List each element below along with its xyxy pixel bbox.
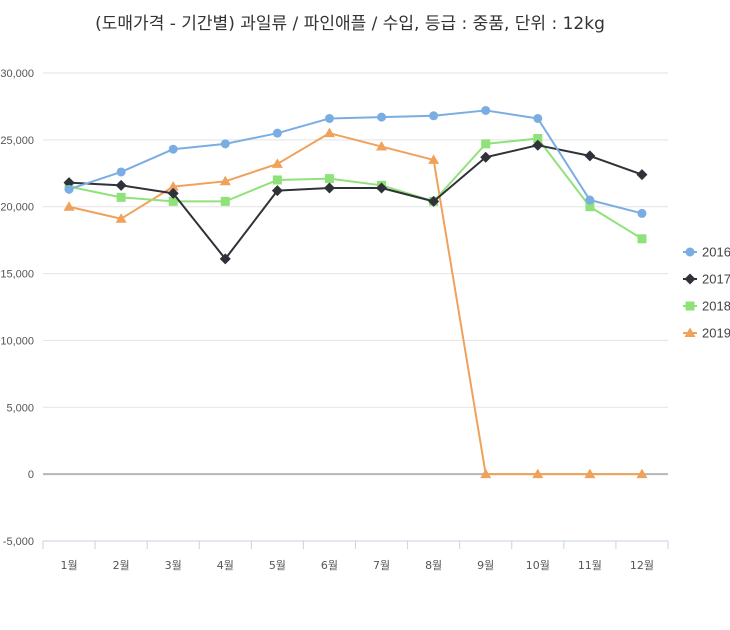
- data-point-2016: [533, 113, 543, 123]
- data-point-2018: [585, 202, 595, 212]
- data-point-2017: [584, 150, 596, 162]
- data-point-2019: [167, 181, 179, 191]
- data-point-2017: [480, 151, 492, 163]
- x-tick-label: 1월: [60, 559, 77, 572]
- x-tick-label: 4월: [217, 559, 234, 572]
- data-point-2019: [532, 468, 544, 479]
- grid-lines: [43, 72, 668, 542]
- y-tick-label: 25,000: [0, 135, 34, 147]
- x-tick-label: 12월: [630, 559, 654, 572]
- data-point-2016: [429, 111, 439, 121]
- series-line-2016: [68, 109, 643, 215]
- x-tick-label: 8월: [425, 559, 442, 572]
- data-point-2019: [636, 468, 648, 479]
- data-point-2019: [219, 175, 231, 186]
- x-tick-label: 11월: [578, 559, 602, 572]
- data-point-2019: [271, 158, 283, 168]
- data-point-2017: [376, 182, 388, 194]
- data-point-2017: [271, 185, 283, 197]
- data-point-2017: [63, 177, 75, 189]
- data-point-2018: [116, 192, 126, 202]
- series-group: [63, 105, 648, 479]
- legend: 2016 2017 2018 2019: [683, 245, 730, 341]
- data-point-2019: [480, 468, 492, 479]
- legend-label: 2018: [702, 299, 730, 314]
- legend-label: 2019: [702, 326, 730, 341]
- data-point-2017: [428, 195, 440, 207]
- data-point-2017: [167, 187, 179, 199]
- data-point-2016: [637, 208, 647, 218]
- data-point-2019: [376, 141, 388, 151]
- x-tick-label: 5월: [269, 559, 286, 572]
- data-point-2017: [323, 182, 335, 194]
- data-point-2018: [324, 174, 334, 184]
- legend-marker: [684, 327, 696, 337]
- series-line-2017: [68, 144, 643, 260]
- y-tick-label: 15,000: [0, 269, 34, 281]
- y-tick-label: 10,000: [0, 335, 34, 347]
- data-point-2016: [585, 195, 595, 205]
- data-point-2017: [636, 169, 648, 181]
- data-point-2016: [220, 139, 230, 149]
- y-tick-label: 5,000: [6, 402, 34, 414]
- data-point-2019: [115, 213, 127, 223]
- legend-item-2017[interactable]: 2017: [683, 272, 730, 287]
- data-point-2019: [63, 201, 75, 211]
- x-tick-label: 3월: [165, 559, 182, 572]
- data-point-2016: [377, 112, 387, 122]
- series-2019: [63, 127, 648, 479]
- data-point-2019: [584, 468, 596, 479]
- legend-marker: [685, 301, 695, 311]
- x-tick-label: 6월: [321, 559, 338, 572]
- legend-label: 2017: [702, 272, 730, 287]
- series-2016: [64, 105, 647, 218]
- data-point-2018: [272, 175, 282, 185]
- data-point-2019: [323, 127, 335, 138]
- data-point-2017: [532, 139, 544, 151]
- legend-label: 2016: [702, 245, 730, 260]
- legend-item-2018[interactable]: 2018: [683, 299, 730, 314]
- data-point-2019: [428, 154, 440, 164]
- y-axis-ticks: 30,000 25,000 20,000 15,000 10,000 5,000 0 -5,0…: [0, 68, 34, 548]
- data-point-2017: [219, 253, 231, 265]
- data-point-2016: [481, 105, 491, 115]
- x-tick-label: 10월: [526, 559, 550, 572]
- y-tick-label: 30,000: [0, 68, 34, 80]
- legend-item-2019[interactable]: 2019: [683, 326, 730, 341]
- x-tick-label: 9월: [477, 559, 494, 572]
- legend-marker: [684, 273, 696, 285]
- data-point-2018: [533, 134, 543, 144]
- data-point-2018: [481, 139, 491, 149]
- y-tick-label: 0: [28, 469, 34, 481]
- y-tick-label: 20,000: [0, 202, 34, 214]
- y-tick-label: -5,000: [3, 536, 34, 548]
- data-point-2016: [272, 128, 282, 138]
- data-point-2016: [64, 184, 74, 194]
- legend-marker: [685, 247, 695, 257]
- series-line-2019: [68, 132, 642, 476]
- series-2017: [63, 139, 648, 265]
- data-point-2018: [168, 196, 178, 206]
- series-line-2018: [68, 137, 643, 240]
- data-point-2018: [220, 196, 230, 206]
- legend-item-2016[interactable]: 2016: [683, 245, 730, 260]
- data-point-2016: [168, 144, 178, 154]
- x-axis-ticks: 1월 2월 3월 4월 5월 6월 7월 8월 9월 10월 11월 12월: [60, 559, 654, 572]
- x-axis: [42, 540, 669, 549]
- x-tick-label: 2월: [113, 559, 130, 572]
- data-point-2017: [115, 179, 127, 191]
- x-tick-label: 7월: [373, 559, 390, 572]
- chart-title: (도매가격 - 기간별) 과일류 / 파인애플 / 수입, 등급 : 중품, 단…: [95, 14, 605, 34]
- data-point-2018: [637, 234, 647, 244]
- data-point-2016: [324, 113, 334, 123]
- data-point-2016: [116, 167, 126, 177]
